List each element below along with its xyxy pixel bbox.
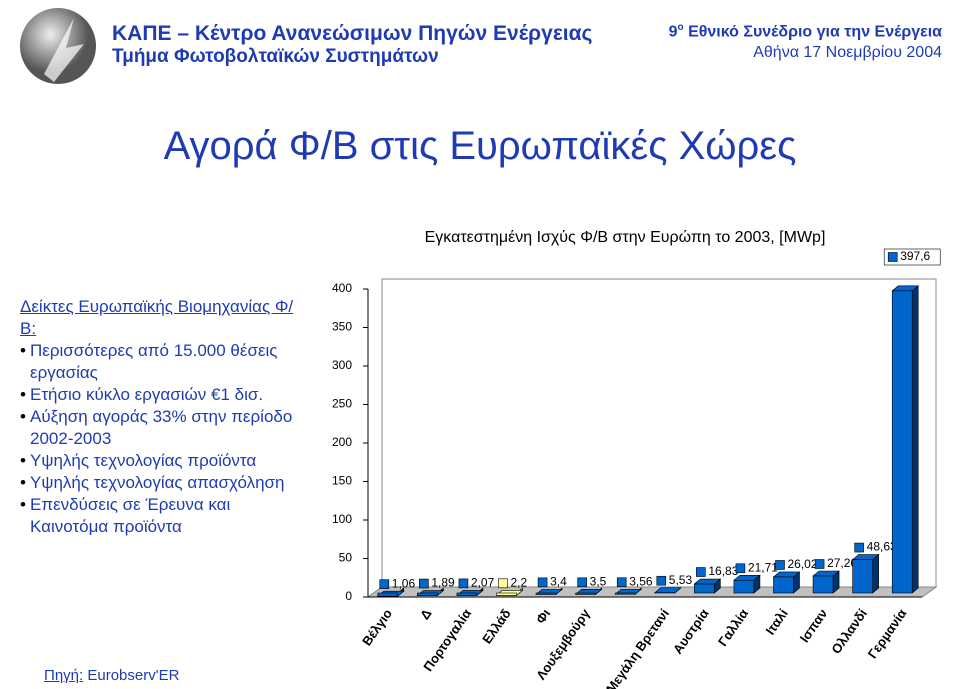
y-tick-label: 50 [339, 551, 353, 565]
value-label: 1,89 [431, 576, 455, 590]
bar-side [911, 285, 919, 594]
bar [812, 575, 834, 594]
x-tick-label: Βέλγιο [359, 606, 395, 648]
value-label: 3,4 [550, 575, 567, 589]
value-label-marker [458, 578, 469, 589]
y-tick-label: 200 [332, 435, 352, 449]
value-label-marker [379, 579, 390, 589]
x-tick-label: Φι [533, 606, 554, 627]
conf-name: Εθνικό Συνέδριο για την Ενέργεια [688, 23, 942, 41]
y-tick-label: 400 [332, 281, 352, 295]
y-tick-label: 250 [332, 397, 352, 411]
bar [417, 592, 438, 596]
back-wall [366, 278, 937, 598]
x-tick-label: Αυστρία [670, 606, 712, 657]
bullet: Υψηλής τεχνολογίας προϊόντα [20, 450, 305, 472]
bullet: Αύξηση αγοράς 33% στην περίοδο 2002-2003 [20, 406, 305, 450]
value-label-marker [616, 577, 627, 588]
y-tick-label: 300 [332, 358, 352, 372]
value-label-marker [696, 567, 706, 577]
x-tick-label: Ιταλί [762, 606, 791, 638]
value-label: 397,6 [900, 249, 930, 263]
value-label-marker [656, 575, 667, 586]
source-label: Πηγή: [44, 667, 84, 684]
bullet: Περισσότερες από 15.000 θέσεις εργασίας [20, 340, 305, 384]
bar-side [872, 553, 879, 594]
value-label: 3,56 [629, 574, 653, 588]
bar [852, 559, 873, 594]
value-label-marker [775, 560, 785, 570]
bar [614, 592, 636, 595]
bullets: Περισσότερες από 15.000 θέσεις εργασίαςΕ… [20, 340, 305, 538]
value-label-marker [498, 578, 508, 589]
bar [773, 576, 794, 594]
value-label-marker [735, 563, 746, 574]
bar [456, 592, 478, 596]
bar [496, 592, 517, 596]
x-tick-label: Ισπαν [797, 606, 831, 645]
value-label-marker [419, 578, 429, 589]
bar [891, 290, 913, 594]
bullet: Επενδύσεις σε Έρευνα και Καινοτόμα προϊό… [20, 494, 305, 538]
x-tick-label: Δ [417, 606, 435, 622]
x-tick-label: Μεγάλη Βρετανί [603, 606, 672, 689]
value-label: 27,26 [827, 556, 857, 570]
y-tick-label: 0 [345, 589, 352, 603]
y-tick-label: 100 [332, 512, 352, 526]
org: ΚΑΠΕ – Κέντρο Ανανεώσιμων Πηγών Ενέργεια… [112, 22, 593, 45]
source-text: Eurobserv'ER [87, 667, 180, 684]
value-label: 2,2 [511, 575, 528, 589]
value-label: 2,07 [471, 576, 495, 590]
x-tick-label: Ολλανδί [828, 606, 870, 657]
value-label: 21,71 [748, 560, 778, 574]
slide-title: Αγορά Φ/Β στις Ευρωπαϊκές Χώρες [163, 124, 797, 168]
bullet: Υψηλής τεχνολογίας απασχόληση [20, 472, 305, 494]
conference: 9ο Εθνικό Συνέδριο για την Ενέργεια [669, 22, 942, 41]
conf-date: Αθήνα 17 Νοεμβρίου 2004 [753, 44, 942, 61]
conf-number: 9 [668, 23, 678, 41]
value-label-marker [577, 577, 587, 588]
bar [694, 583, 715, 594]
source: Πηγή: Eurobserv'ER [44, 667, 179, 684]
value-label: 5,53 [669, 573, 693, 587]
bullet: Ετήσιο κύκλο εργασιών €1 δισ. [20, 384, 305, 406]
value-label-marker [537, 577, 548, 588]
logo [20, 8, 96, 84]
chart-title: Εγκατεστημένη Ισχύς Φ/Β στην Ευρώπη το 2… [425, 229, 826, 246]
value-label-box [883, 248, 941, 266]
y-tick-label: 150 [332, 474, 352, 488]
x-tick-label: Γαλλία [715, 606, 751, 649]
x-tick-label: Ελλάδ [479, 606, 514, 647]
bar [535, 592, 557, 595]
indicators-heading: Δείκτες Ευρωπαϊκής Βιομηχανίας Φ/Β: [20, 297, 294, 338]
value-label: 26,02 [788, 557, 818, 571]
value-label: 3,5 [590, 574, 607, 588]
bar [733, 579, 755, 594]
value-label: 16,83 [708, 564, 738, 578]
value-label-marker [887, 252, 898, 262]
conf-suffix: ο [677, 22, 684, 33]
bar [377, 592, 399, 597]
y-tick-label: 350 [332, 320, 352, 334]
value-label: 48,63 [867, 540, 897, 554]
x-tick-label: Γερμανία [865, 606, 910, 661]
value-label-marker [814, 559, 825, 569]
indicators: Δείκτες Ευρωπαϊκής Βιομηχανίας Φ/Β: Περι… [20, 296, 305, 538]
value-label-marker [854, 542, 864, 553]
bar [575, 592, 596, 595]
value-label: 1,06 [392, 576, 416, 590]
dept: Τμήμα Φωτοβολταϊκών Συστημάτων [112, 46, 439, 67]
